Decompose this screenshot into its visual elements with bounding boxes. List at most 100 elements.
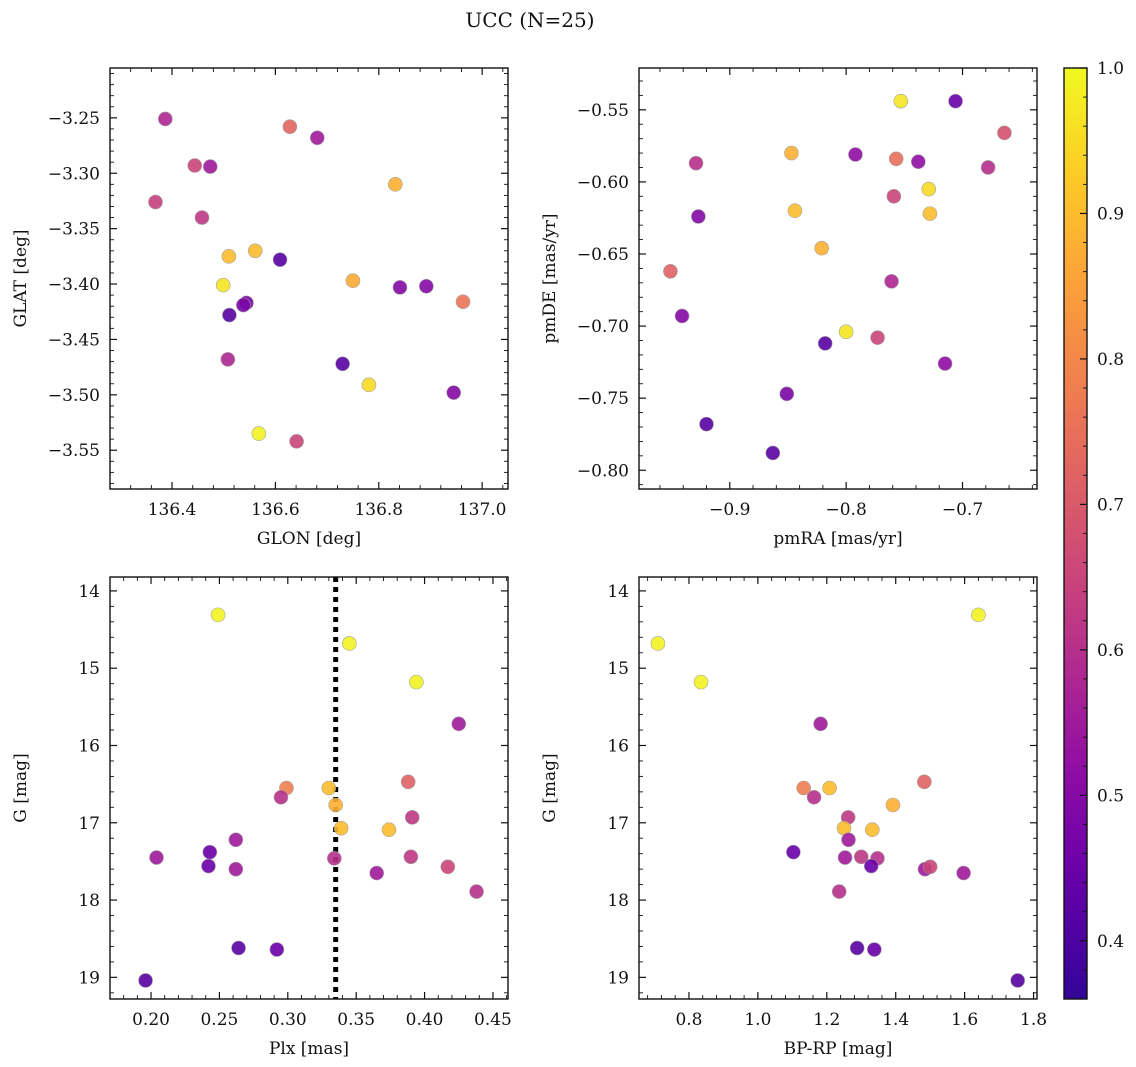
scatter-point — [813, 716, 828, 732]
x-tick-label: −0.7 — [942, 500, 983, 520]
scatter-point — [409, 674, 424, 690]
x-tick-label: 0.25 — [200, 1010, 238, 1030]
panel-glon-glat: 136.4 136.6 136.8 137.0 −3.25 −3.30 −3.35 −3.40… — [11, 67, 509, 549]
scatter-point — [885, 797, 901, 813]
scatter-point — [841, 832, 856, 848]
scatter-point — [674, 308, 690, 324]
scatter-point — [388, 177, 403, 192]
scatter-point — [210, 607, 226, 623]
scatter-point — [650, 636, 666, 651]
y-tick-label: 16 — [607, 736, 629, 756]
y-tick-label: 17 — [78, 814, 100, 834]
colorbar-tick-label: 0.8 — [1097, 350, 1124, 370]
y-tick-label: 15 — [607, 659, 629, 679]
scatter-point — [980, 160, 996, 175]
x-tick-label: −0.9 — [709, 500, 750, 520]
y-tick-label: 15 — [78, 659, 100, 679]
y-tick-label: −0.65 — [577, 245, 629, 265]
scatter-point — [814, 240, 830, 256]
scatter-point — [948, 93, 963, 109]
scatter-point — [1010, 973, 1026, 988]
scatter-point — [201, 858, 216, 874]
colorbar-tick-label: 0.7 — [1097, 495, 1124, 515]
scatter-point — [786, 844, 801, 860]
scatter-point — [922, 859, 938, 875]
y-tick-label: −3.25 — [48, 109, 100, 129]
scatter-point — [202, 844, 218, 860]
scatter-point — [838, 324, 854, 340]
scatter-point — [194, 210, 210, 225]
colorbar-tick-label: 0.6 — [1097, 641, 1124, 661]
colorbar: 0.4 0.5 0.6 0.7 0.8 0.9 1.0 — [1063, 59, 1124, 1000]
scatter-point — [870, 330, 885, 345]
y-tick-label: −3.30 — [48, 164, 100, 184]
scatter-point — [215, 277, 231, 293]
scatter-point — [867, 942, 882, 957]
axes-frame — [109, 576, 509, 1000]
scatter-point — [796, 780, 812, 796]
scatter-point — [849, 940, 865, 956]
scatter-point — [327, 851, 342, 866]
x-tick-label: 1.4 — [882, 1010, 909, 1030]
scatter-point — [455, 294, 471, 310]
figure-title: UCC (N=25) — [465, 8, 594, 32]
axes-frame — [638, 576, 1038, 1000]
scatter-point — [848, 147, 863, 162]
scatter-point — [158, 111, 173, 127]
scatter-point — [699, 416, 714, 432]
scatter-point — [138, 973, 153, 988]
x-axis-label: GLON [deg] — [257, 529, 361, 549]
scatter-point — [853, 849, 869, 865]
scatter-point — [328, 797, 343, 813]
axes-frame — [109, 67, 509, 490]
axes-frame — [638, 67, 1038, 490]
scatter-point — [922, 206, 938, 221]
scatter-point — [910, 154, 926, 170]
y-tick-label: 19 — [607, 968, 629, 988]
scatter-point — [369, 865, 385, 881]
colorbar-tick-label: 0.5 — [1097, 786, 1124, 806]
scatter-point — [784, 145, 799, 161]
scatter-point — [779, 386, 795, 402]
scatter-point — [202, 159, 218, 174]
scatter-point — [451, 716, 467, 732]
colorbar-tick-label: 0.9 — [1097, 204, 1124, 224]
y-tick-label: −3.50 — [48, 386, 100, 406]
y-tick-label: −0.55 — [577, 101, 629, 121]
scatter-point — [806, 789, 822, 805]
scatter-point — [884, 274, 899, 289]
x-tick-label: 0.8 — [675, 1010, 702, 1030]
scatter-point — [273, 789, 289, 805]
scatter-point — [419, 278, 434, 294]
x-tick-label: 136.6 — [251, 500, 300, 520]
scatter-point — [886, 189, 902, 204]
scatter-point — [864, 822, 880, 838]
scatter-point — [837, 850, 853, 865]
y-tick-label: 16 — [78, 736, 100, 756]
x-tick-label: 1.0 — [744, 1010, 771, 1030]
scatter-point — [787, 203, 803, 219]
panel-plx-g: 0.20 0.25 0.30 0.35 0.40 0.45 14 15 16 17 18 19 Plx … — [11, 576, 512, 1059]
y-tick-label: 19 — [78, 968, 100, 988]
y-axis-label: pmDE [mas/yr] — [540, 213, 560, 343]
scatter-point — [888, 151, 904, 167]
colorbar-gradient — [1064, 68, 1087, 999]
scatter-point — [220, 352, 236, 367]
y-tick-label: 17 — [607, 814, 629, 834]
x-tick-label: 0.45 — [474, 1010, 512, 1030]
scatter-point — [469, 884, 484, 899]
x-tick-label: 137.0 — [458, 500, 507, 520]
y-tick-label: 18 — [607, 891, 629, 911]
x-axis-label: pmRA [mas/yr] — [773, 529, 902, 549]
scatter-point — [817, 336, 833, 351]
scatter-point — [345, 273, 361, 289]
scatter-point — [392, 280, 408, 295]
scatter-point — [956, 865, 971, 881]
y-tick-label: 14 — [78, 582, 100, 602]
scatter-point — [917, 774, 932, 790]
scatter-point — [663, 263, 678, 279]
x-tick-label: 0.35 — [337, 1010, 375, 1030]
x-axis-label: BP-RP [mag] — [784, 1039, 893, 1059]
scatter-point — [921, 181, 937, 197]
